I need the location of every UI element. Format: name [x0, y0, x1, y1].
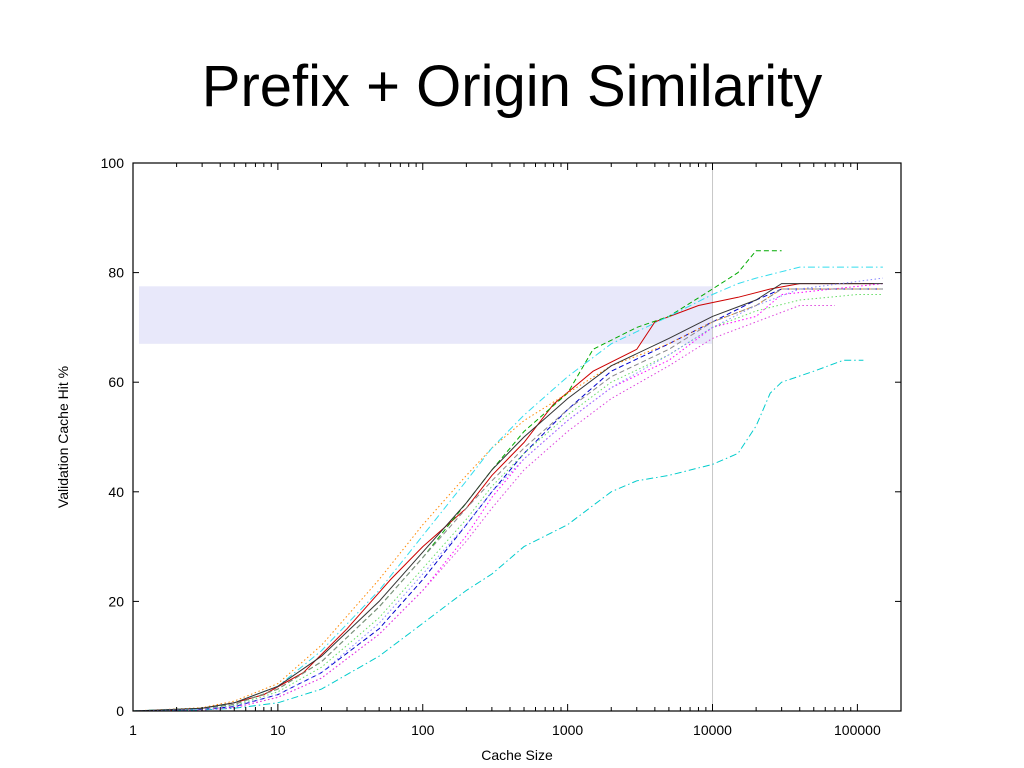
- highlight-band: [138, 286, 713, 344]
- highlight-band-layer: [138, 286, 713, 344]
- y-axis-title: Validation Cache Hit %: [55, 366, 71, 508]
- plot-frame: [132, 162, 902, 712]
- y-tick-label: 60: [108, 374, 124, 390]
- series-layer: [132, 250, 883, 712]
- x-tick-label: 1: [129, 722, 137, 738]
- x-tick-label: 100: [411, 722, 435, 738]
- x-tick-label: 10: [270, 722, 286, 738]
- series-line-12: [132, 277, 883, 712]
- y-tick-label: 40: [108, 484, 124, 500]
- x-tick-label: 10000: [693, 722, 732, 738]
- x-tick-label: 100000: [834, 722, 881, 738]
- series-line-11: [132, 283, 883, 712]
- series-line-6: [132, 288, 883, 712]
- slide-title: Prefix + Origin Similarity: [201, 54, 823, 119]
- series-line-1: [132, 283, 874, 712]
- tick-layer: 0 20 40 60 80 100 1 10 100 1000 10000 100000: [101, 155, 902, 738]
- y-tick-label: 0: [116, 703, 124, 719]
- series-line-5: [132, 359, 864, 712]
- y-tick-label: 100: [101, 155, 125, 171]
- y-tick-label: 80: [108, 265, 124, 281]
- x-axis-title: Cache Size: [481, 747, 553, 763]
- y-tick-label: 20: [108, 593, 124, 609]
- series-line-10: [132, 305, 835, 712]
- series-line-7: [132, 288, 883, 712]
- x-tick-label: 1000: [552, 722, 583, 738]
- series-line-3: [132, 288, 883, 712]
- series-line-9: [132, 294, 883, 712]
- series-line-4: [132, 283, 883, 712]
